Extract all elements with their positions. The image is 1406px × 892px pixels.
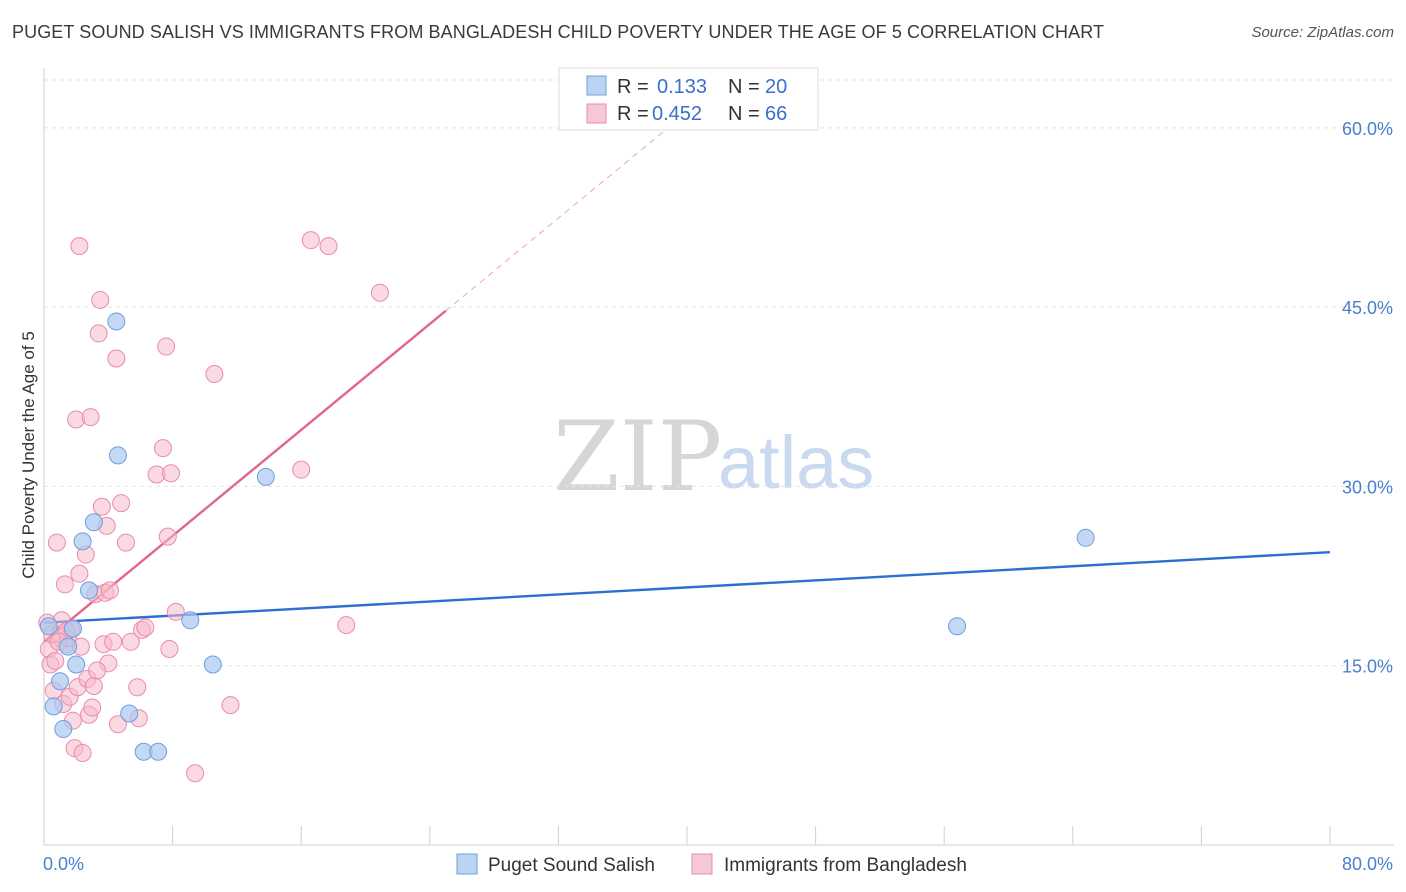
point-puget-sound-salish-5 [63, 619, 82, 638]
point-bangladesh-31 [92, 497, 111, 516]
x-tick-label-0: 0.0% [43, 854, 84, 874]
source-credit: Source: ZipAtlas.com [1251, 24, 1394, 41]
legend-n-value-1: 20 [765, 76, 787, 98]
legend-r-value-2: 0.452 [652, 103, 702, 125]
trend-line-puget-sound-salish [43, 550, 1331, 624]
point-puget-sound-salish-6 [67, 655, 86, 674]
point-bangladesh-53 [166, 602, 185, 621]
point-puget-sound-salish-11 [108, 446, 127, 465]
series-immigrants-from-bangladesh [38, 231, 389, 783]
point-bangladesh-46 [136, 618, 155, 637]
series-puget-sound-salish [39, 312, 1095, 761]
point-bangladesh-10 [55, 575, 74, 594]
point-bangladesh-62 [70, 237, 89, 256]
point-bangladesh-55 [205, 365, 224, 384]
legend-swatch-blue [586, 75, 607, 96]
legend-box: R = 0.133 N = 20 R = 0.452 N = 66 [558, 67, 819, 131]
point-bangladesh-58 [301, 231, 320, 250]
y-tick-label-2: 45.0% [1342, 298, 1393, 318]
point-bangladesh-40 [112, 494, 131, 513]
legend-n-label-2: N = [728, 103, 760, 125]
point-bangladesh-61 [370, 283, 389, 302]
point-puget-sound-salish-1 [44, 697, 63, 716]
y-tick-labels: 15.0% 30.0% 45.0% 60.0% [1342, 119, 1393, 677]
point-bangladesh-37 [104, 632, 123, 651]
point-bangladesh-49 [157, 337, 176, 356]
point-bangladesh-59 [319, 237, 338, 256]
bottom-legend-swatch-blue [456, 853, 478, 875]
y-tick-label-0: 15.0% [1342, 657, 1393, 677]
point-puget-sound-salish-9 [84, 513, 103, 532]
bottom-legend: Puget Sound Salish Immigrants from Bangl… [456, 853, 967, 876]
point-puget-sound-salish-15 [181, 611, 200, 630]
axes [43, 68, 1394, 846]
point-bangladesh-39 [108, 715, 127, 734]
point-bangladesh-19 [70, 564, 89, 583]
point-bangladesh-30 [91, 290, 110, 309]
point-bangladesh-42 [121, 632, 140, 651]
legend-n-label-1: N = [728, 76, 760, 98]
point-puget-sound-salish-16 [203, 655, 222, 674]
legend-n-value-2: 66 [765, 103, 787, 125]
legend-r-value-1: 0.133 [657, 76, 707, 98]
point-bangladesh-27 [84, 677, 103, 696]
point-bangladesh-54 [186, 764, 205, 783]
x-tick-label-1: 80.0% [1342, 854, 1393, 874]
point-puget-sound-salish-0 [39, 617, 58, 636]
point-bangladesh-38 [107, 349, 126, 368]
point-bangladesh-48 [153, 439, 172, 458]
point-bangladesh-51 [160, 639, 179, 658]
point-puget-sound-salish-14 [149, 742, 168, 761]
point-puget-sound-salish-3 [54, 720, 73, 739]
watermark-atlas: atlas [718, 421, 874, 504]
point-bangladesh-36 [100, 581, 119, 600]
bottom-legend-label-pink: Immigrants from Bangladesh [724, 855, 967, 876]
point-bangladesh-41 [116, 533, 135, 552]
point-bangladesh-50 [158, 527, 177, 546]
legend-r-label-2: R = [617, 103, 649, 125]
point-bangladesh-57 [292, 460, 311, 479]
point-bangladesh-29 [89, 324, 108, 343]
watermark: ZIP atlas [553, 401, 874, 513]
point-puget-sound-salish-18 [948, 617, 967, 636]
point-puget-sound-salish-19 [1076, 528, 1095, 547]
y-tick-label-1: 30.0% [1342, 477, 1393, 497]
point-puget-sound-salish-2 [51, 672, 70, 691]
bottom-legend-label-blue: Puget Sound Salish [488, 855, 655, 876]
point-bangladesh-26 [83, 698, 102, 717]
point-bangladesh-21 [73, 743, 92, 762]
point-puget-sound-salish-4 [59, 637, 78, 656]
point-puget-sound-salish-10 [107, 312, 126, 331]
point-bangladesh-43 [128, 678, 147, 697]
point-bangladesh-6 [47, 533, 66, 552]
point-puget-sound-salish-8 [80, 581, 99, 600]
watermark-zip: ZIP [553, 401, 722, 513]
point-puget-sound-salish-17 [256, 467, 275, 486]
point-bangladesh-56 [221, 696, 240, 715]
point-bangladesh-60 [337, 616, 356, 635]
x-tick-labels: 0.0% 80.0% [43, 854, 1393, 874]
y-tick-label-3: 60.0% [1342, 119, 1393, 139]
trend-line-bangladesh-extension [445, 111, 688, 312]
legend-r-label-1: R = [617, 76, 649, 98]
point-puget-sound-salish-7 [73, 532, 92, 551]
point-bangladesh-5 [46, 651, 65, 670]
trend-lines [43, 111, 1331, 643]
point-bangladesh-52 [161, 464, 180, 483]
y-axis-label: Child Poverty Under the Age of 5 [19, 331, 38, 579]
chart-title: PUGET SOUND SALISH VS IMMIGRANTS FROM BA… [12, 22, 1105, 42]
point-bangladesh-25 [81, 408, 100, 427]
gridlines [44, 79, 1394, 667]
bottom-legend-swatch-pink [691, 853, 713, 875]
point-bangladesh-65 [88, 661, 107, 680]
legend-swatch-pink [586, 103, 607, 124]
point-puget-sound-salish-12 [120, 704, 139, 723]
